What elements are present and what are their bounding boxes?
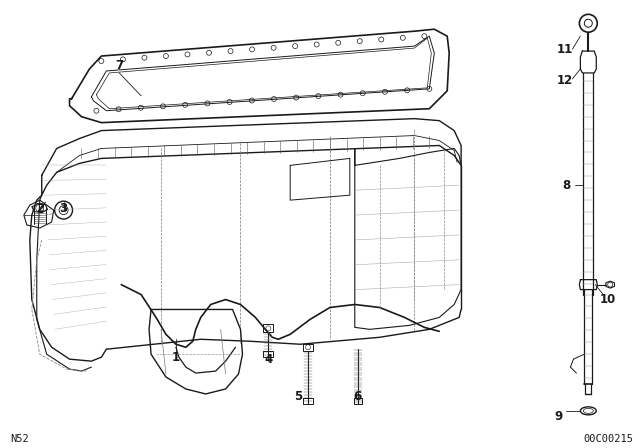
Text: 00C00215: 00C00215 xyxy=(583,434,633,444)
Text: 1: 1 xyxy=(172,351,180,364)
Text: 8: 8 xyxy=(563,179,571,192)
Text: 4: 4 xyxy=(264,353,273,366)
Text: 3: 3 xyxy=(60,202,68,215)
Text: 7: 7 xyxy=(115,60,124,73)
Text: 10: 10 xyxy=(600,293,616,306)
Text: 2: 2 xyxy=(36,202,44,215)
Text: 6: 6 xyxy=(354,390,362,403)
Text: 9: 9 xyxy=(554,410,563,423)
Text: 12: 12 xyxy=(556,74,573,87)
Text: 5: 5 xyxy=(294,390,302,403)
Text: N52: N52 xyxy=(10,434,29,444)
Text: 11: 11 xyxy=(556,43,573,56)
